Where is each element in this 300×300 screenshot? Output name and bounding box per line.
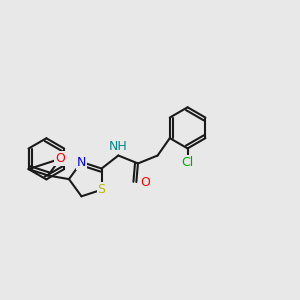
Text: O: O — [55, 152, 65, 165]
Text: S: S — [98, 183, 106, 196]
Text: N: N — [77, 155, 86, 169]
Text: Cl: Cl — [182, 156, 194, 169]
Text: O: O — [140, 176, 150, 188]
Text: NH: NH — [109, 140, 128, 153]
